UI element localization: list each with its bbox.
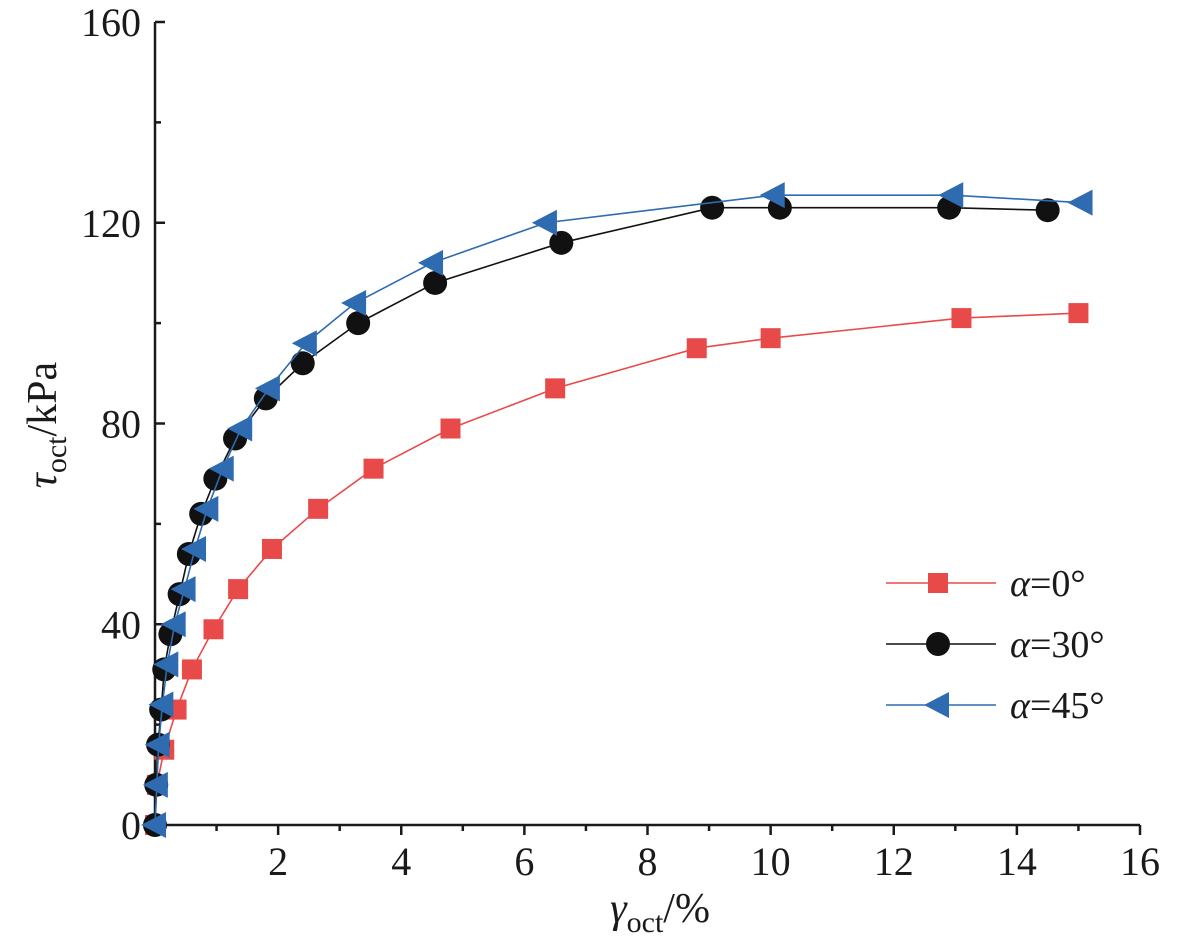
data-point bbox=[142, 771, 168, 798]
legend-label: α=45° bbox=[1010, 685, 1105, 727]
data-point bbox=[760, 328, 781, 349]
legend-marker bbox=[928, 573, 948, 593]
data-point bbox=[938, 182, 964, 209]
x-tick-label: 6 bbox=[514, 839, 534, 884]
data-point bbox=[160, 611, 186, 638]
data-point bbox=[440, 418, 461, 439]
legend-value: =45° bbox=[1030, 685, 1105, 727]
data-point bbox=[148, 691, 174, 718]
data-point bbox=[291, 330, 317, 357]
data-point bbox=[686, 338, 707, 359]
data-point bbox=[545, 378, 566, 399]
legend-item: α=30° bbox=[886, 624, 1105, 666]
ticks bbox=[155, 20, 1142, 835]
x-tick-label: 4 bbox=[391, 839, 411, 884]
legend-label: α=30° bbox=[1010, 624, 1105, 666]
data-point bbox=[759, 182, 785, 209]
data-point bbox=[1067, 189, 1093, 216]
legend-item: α=45° bbox=[886, 685, 1105, 727]
series-0 bbox=[145, 303, 1089, 835]
data-point bbox=[700, 195, 725, 220]
legend-value: =30° bbox=[1030, 624, 1105, 666]
series-line bbox=[154, 194, 1082, 826]
data-point bbox=[203, 619, 224, 640]
y-tick-label: 80 bbox=[101, 402, 141, 447]
x-tick-label: 16 bbox=[1120, 839, 1160, 884]
x-axis-symbol: γ bbox=[610, 886, 628, 932]
data-point bbox=[951, 308, 972, 329]
y-axis-subscript: oct bbox=[40, 436, 73, 473]
data-point bbox=[1068, 303, 1089, 324]
data-point bbox=[549, 230, 574, 255]
legend-symbol: α bbox=[1010, 624, 1031, 666]
data-point bbox=[423, 270, 448, 295]
series-1 bbox=[143, 195, 1060, 837]
data-point bbox=[228, 579, 249, 600]
x-tick-label: 14 bbox=[997, 839, 1037, 884]
legend-label: α=0° bbox=[1010, 563, 1086, 605]
legend-marker bbox=[926, 632, 950, 656]
legend-symbol: α bbox=[1010, 563, 1031, 605]
y-axis-unit: /kPa bbox=[20, 361, 66, 436]
data-point bbox=[261, 538, 282, 559]
data-point bbox=[227, 415, 253, 442]
data-point bbox=[290, 351, 315, 376]
data-point bbox=[193, 495, 219, 522]
data-point bbox=[341, 290, 367, 317]
series-line bbox=[154, 206, 1048, 826]
y-axis-title: τoct/kPa bbox=[20, 361, 73, 488]
y-tick-label: 40 bbox=[101, 602, 141, 647]
x-axis-subscript: oct bbox=[627, 906, 664, 939]
data-point bbox=[208, 455, 234, 482]
x-axis-title: γoct/% bbox=[610, 886, 710, 939]
legend-item: α=0° bbox=[886, 563, 1086, 605]
legend: α=0°α=30°α=45° bbox=[886, 563, 1105, 727]
data-point bbox=[153, 651, 179, 678]
y-tick-label: 160 bbox=[81, 0, 141, 45]
data-point bbox=[170, 576, 196, 603]
legend-marker bbox=[924, 692, 949, 718]
legend-symbol: α bbox=[1010, 685, 1031, 727]
data-point bbox=[181, 659, 202, 680]
series-layer bbox=[141, 182, 1093, 838]
x-tick-label: 2 bbox=[268, 839, 288, 884]
series-2 bbox=[141, 182, 1093, 838]
data-point bbox=[181, 535, 207, 562]
y-tick-label: 120 bbox=[81, 201, 141, 246]
x-axis-unit: /% bbox=[663, 886, 710, 932]
y-axis-symbol: τ bbox=[20, 471, 66, 488]
data-point bbox=[531, 209, 557, 236]
series-line bbox=[154, 312, 1079, 826]
data-point bbox=[141, 812, 166, 838]
x-tick-label: 12 bbox=[874, 839, 914, 884]
y-tick-label: 0 bbox=[121, 803, 141, 848]
data-point bbox=[308, 498, 329, 519]
data-point bbox=[1035, 198, 1060, 223]
x-tick-label: 10 bbox=[751, 839, 791, 884]
data-point bbox=[346, 311, 371, 336]
data-point bbox=[418, 249, 444, 276]
x-tick-label: 8 bbox=[638, 839, 658, 884]
data-point bbox=[363, 458, 384, 479]
data-point bbox=[254, 375, 280, 402]
data-point bbox=[144, 731, 170, 758]
legend-value: =0° bbox=[1030, 563, 1086, 605]
